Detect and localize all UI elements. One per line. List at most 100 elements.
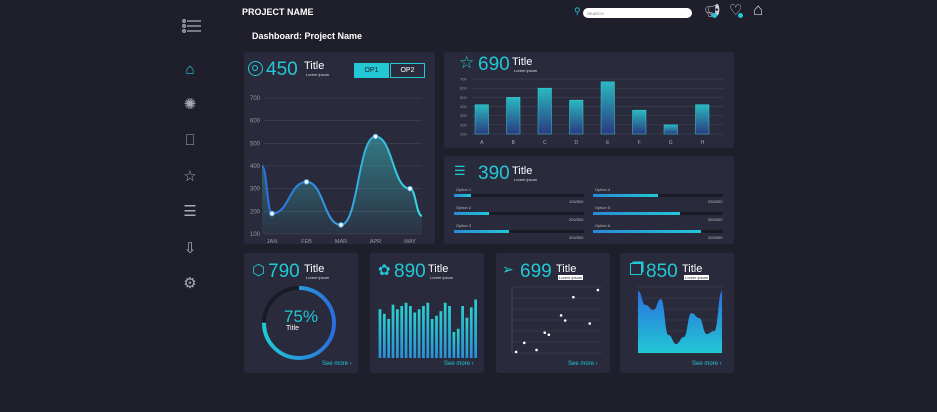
bar	[404, 302, 408, 358]
briefcase-icon[interactable]: ⎕	[185, 132, 195, 149]
bar	[663, 124, 678, 135]
donut-card: ⬡ 790 Title Lorem ipsum 75% Title See mo…	[244, 253, 358, 373]
x-tick-label: APR	[370, 239, 381, 244]
kpi-value: 390	[478, 163, 510, 184]
x-tick-label: H	[700, 140, 704, 146]
area-series	[638, 291, 722, 353]
data-point	[522, 341, 526, 345]
op2-button[interactable]: OP2	[390, 63, 425, 78]
option-label: Option 2	[456, 205, 472, 210]
bar	[382, 313, 386, 358]
donut-percent: 75%	[284, 307, 319, 326]
bar	[400, 306, 404, 358]
star-icon: ☆	[459, 53, 475, 72]
kpi-title: Title	[304, 263, 325, 275]
x-tick-label: D	[574, 140, 578, 146]
bar	[461, 306, 464, 358]
x-tick-label: E	[606, 140, 610, 146]
bar-chart-card: ☆ 690 Title Lorem ipsum 700 600 500 400 300 2…	[444, 52, 734, 148]
megaphone-icon[interactable]: 📢︎	[704, 3, 721, 18]
kpi-subtitle: Lorem ipsum	[514, 68, 538, 73]
gear-icon[interactable]: ⚙	[183, 275, 197, 292]
location-pin-icon: ⚲	[574, 6, 581, 16]
option-label: Option 6	[595, 223, 611, 228]
search-input[interactable]	[583, 8, 692, 18]
page-title: Dashboard: Project Name	[252, 31, 363, 41]
bar	[474, 104, 489, 135]
bar	[456, 328, 460, 358]
option-value: 250/500	[708, 199, 723, 204]
option-label: Option 1	[456, 187, 472, 192]
kpi-value: 890	[394, 261, 426, 282]
y-tick-label: 200	[250, 209, 261, 215]
bar	[378, 309, 382, 358]
notification-badge	[712, 13, 717, 18]
data-point	[543, 331, 547, 334]
bar	[413, 312, 417, 358]
option-value: 200/500	[569, 217, 584, 222]
kpi-subtitle: Lorem ipsum	[306, 72, 330, 77]
bar	[439, 311, 443, 358]
scatter-card: ➢ 699 Title Lorem ipsum See more ›	[496, 253, 610, 373]
option-progress-bar	[454, 194, 584, 197]
bar	[426, 302, 430, 358]
y-tick-label: 200	[460, 122, 467, 127]
layers-icon	[630, 263, 642, 275]
data-point	[269, 210, 275, 217]
hexagon-icon: ⬡	[252, 262, 266, 279]
y-tick-label: 600	[460, 86, 467, 91]
bar	[443, 302, 447, 358]
x-tick-label: JAN	[267, 239, 277, 244]
data-point	[535, 348, 538, 352]
scatter-chart	[511, 286, 602, 354]
heart-icon[interactable]: ♡	[729, 2, 743, 19]
bar	[409, 306, 412, 358]
area-chart	[636, 286, 724, 354]
kpi-title: Title	[556, 263, 577, 275]
option-value: 100/500	[569, 199, 584, 204]
data-point	[563, 319, 567, 322]
data-point	[572, 295, 575, 299]
home-icon[interactable]: ⌂	[753, 0, 764, 19]
palette-icon[interactable]: ✺	[183, 96, 197, 113]
see-more-link[interactable]: See more ›	[568, 361, 598, 367]
op1-button[interactable]: OP1	[354, 63, 389, 78]
option-progress-bar	[454, 230, 584, 233]
option-label: Option 3	[456, 223, 472, 228]
option-label: Option 5	[595, 205, 611, 210]
x-tick-label: G	[669, 140, 673, 146]
y-tick-label: 500	[250, 141, 261, 147]
menu-icon[interactable]	[182, 19, 201, 35]
document-icon[interactable]: ☰	[183, 203, 197, 220]
home-icon[interactable]: ⌂	[185, 61, 195, 78]
kpi-title: Title	[512, 165, 533, 177]
x-tick-label: C	[543, 140, 547, 146]
line-area-fill	[262, 136, 422, 234]
bar	[465, 317, 469, 358]
y-tick-label: 700	[460, 77, 467, 82]
bar	[387, 319, 391, 358]
kpi-value: 690	[478, 54, 510, 75]
see-more-link[interactable]: See more ›	[692, 361, 722, 367]
data-point	[372, 133, 379, 140]
download-icon[interactable]: ⇩	[183, 240, 197, 257]
y-tick-label: 100	[250, 232, 261, 238]
y-tick-label: 700	[250, 96, 261, 102]
progress-card: ☰ 390 Title Lorem ipsum Option 1 100/500…	[444, 156, 734, 244]
star-icon[interactable]: ☆	[183, 168, 197, 185]
kpi-title: Title	[304, 60, 325, 72]
see-more-link[interactable]: See more ›	[322, 361, 352, 367]
bar	[506, 97, 521, 135]
bar	[469, 307, 473, 358]
kpi-value: 850	[646, 261, 678, 282]
x-tick-label: FEB	[301, 239, 312, 244]
bar	[537, 87, 552, 135]
see-more-link[interactable]: See more ›	[444, 361, 474, 367]
kpi-subtitle: Lorem ipsum	[306, 275, 330, 280]
data-point	[596, 288, 600, 292]
kpi-subtitle: Lorem ipsum	[684, 275, 710, 280]
donut-progress	[262, 286, 336, 360]
bar	[448, 306, 451, 358]
data-point	[407, 185, 413, 192]
bar	[395, 309, 399, 358]
